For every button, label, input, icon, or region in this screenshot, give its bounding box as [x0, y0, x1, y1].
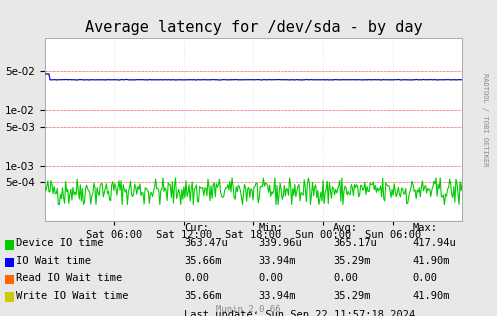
Text: 0.00: 0.00 [413, 273, 437, 283]
Text: 363.47u: 363.47u [184, 239, 228, 248]
Text: Read IO Wait time: Read IO Wait time [16, 273, 122, 283]
Text: 41.90m: 41.90m [413, 256, 450, 266]
Text: Device IO time: Device IO time [16, 239, 103, 248]
Text: RADTOOL / TOBI OETIKER: RADTOOL / TOBI OETIKER [482, 73, 488, 167]
Text: Max:: Max: [413, 223, 437, 233]
Text: Cur:: Cur: [184, 223, 209, 233]
Y-axis label: seconds: seconds [0, 108, 2, 151]
Text: 0.00: 0.00 [333, 273, 358, 283]
Text: 35.29m: 35.29m [333, 256, 370, 266]
Text: 0.00: 0.00 [258, 273, 283, 283]
Text: 33.94m: 33.94m [258, 291, 296, 301]
Title: Average latency for /dev/sda - by day: Average latency for /dev/sda - by day [84, 20, 422, 35]
Text: 33.94m: 33.94m [258, 256, 296, 266]
Text: 35.66m: 35.66m [184, 256, 221, 266]
Text: 41.90m: 41.90m [413, 291, 450, 301]
Text: Write IO Wait time: Write IO Wait time [16, 291, 128, 301]
Text: IO Wait time: IO Wait time [16, 256, 91, 266]
Text: Munin 2.0.66: Munin 2.0.66 [216, 305, 281, 314]
Text: 365.17u: 365.17u [333, 239, 377, 248]
Text: Min:: Min: [258, 223, 283, 233]
Text: 339.96u: 339.96u [258, 239, 302, 248]
Text: 417.94u: 417.94u [413, 239, 456, 248]
Text: 35.66m: 35.66m [184, 291, 221, 301]
Text: Avg:: Avg: [333, 223, 358, 233]
Text: Last update: Sun Sep 22 11:57:18 2024: Last update: Sun Sep 22 11:57:18 2024 [184, 310, 415, 316]
Text: 0.00: 0.00 [184, 273, 209, 283]
Text: 35.29m: 35.29m [333, 291, 370, 301]
